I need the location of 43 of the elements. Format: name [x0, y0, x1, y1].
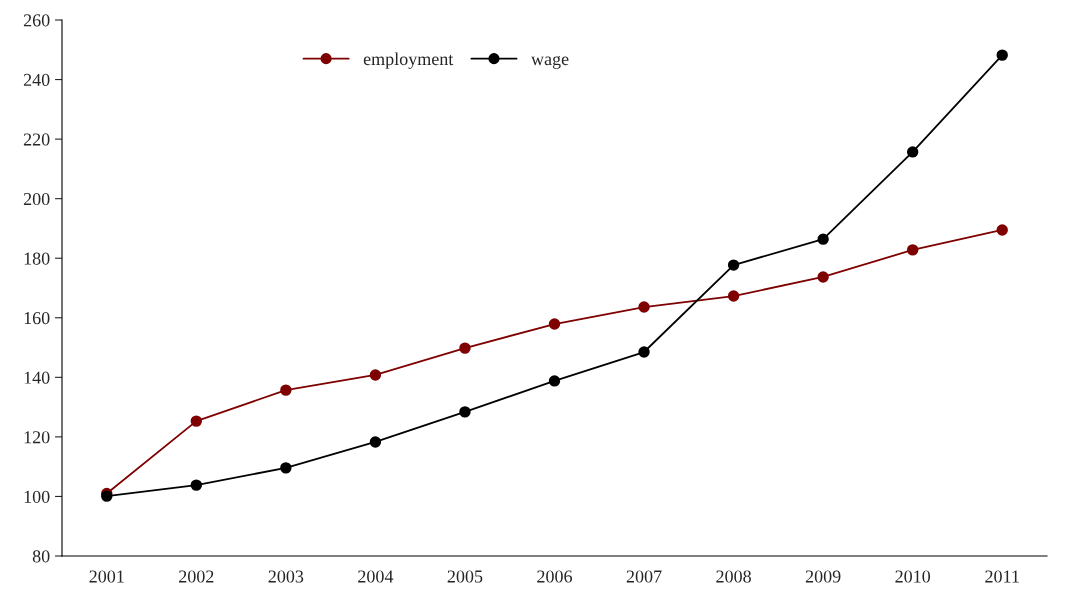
- y-tick-label: 260: [23, 14, 50, 27]
- x-tick-label: 2005: [447, 570, 483, 583]
- point: [459, 342, 471, 354]
- point: [727, 259, 740, 271]
- point: [190, 479, 203, 491]
- x-tick-label: 2010: [895, 570, 931, 583]
- x-tick-label: 2011: [985, 570, 1019, 583]
- y-tick-label: 200: [23, 192, 50, 206]
- point: [727, 290, 740, 302]
- point: [369, 369, 382, 381]
- x-tick-label: 2009: [805, 570, 841, 583]
- x-tick-label: 2001: [89, 570, 124, 583]
- y-tick-label: 240: [23, 73, 50, 86]
- x-tick-label: 2003: [268, 570, 304, 583]
- point: [906, 244, 919, 256]
- point: [280, 462, 292, 474]
- legend-label: wage: [531, 55, 569, 69]
- y-tick-label: 100: [24, 490, 50, 503]
- point: [280, 384, 292, 396]
- x-tick-label: 2002: [179, 570, 214, 583]
- legend-label: employment: [363, 52, 454, 69]
- point: [906, 146, 919, 158]
- point: [817, 233, 829, 245]
- point: [548, 375, 561, 387]
- point: [459, 406, 471, 418]
- x-tick-label: 2007: [626, 570, 662, 583]
- y-tick-label: 80: [32, 550, 50, 563]
- y-tick-label: 220: [23, 133, 50, 146]
- x-tick-label: 2006: [537, 570, 573, 583]
- y-tick-label: 140: [24, 371, 50, 384]
- point: [996, 49, 1008, 61]
- y-tick-label: 160: [24, 312, 50, 325]
- point: [817, 271, 829, 283]
- point: [548, 318, 561, 330]
- y-tick-label: 120: [24, 431, 50, 444]
- point: [369, 436, 382, 448]
- y-tick-label: 180: [24, 252, 50, 265]
- point: [996, 224, 1008, 236]
- point: [638, 346, 650, 358]
- point: [638, 301, 650, 313]
- x-tick-label: 2004: [358, 570, 394, 583]
- x-tick-label: 2008: [716, 570, 751, 583]
- point: [190, 415, 203, 427]
